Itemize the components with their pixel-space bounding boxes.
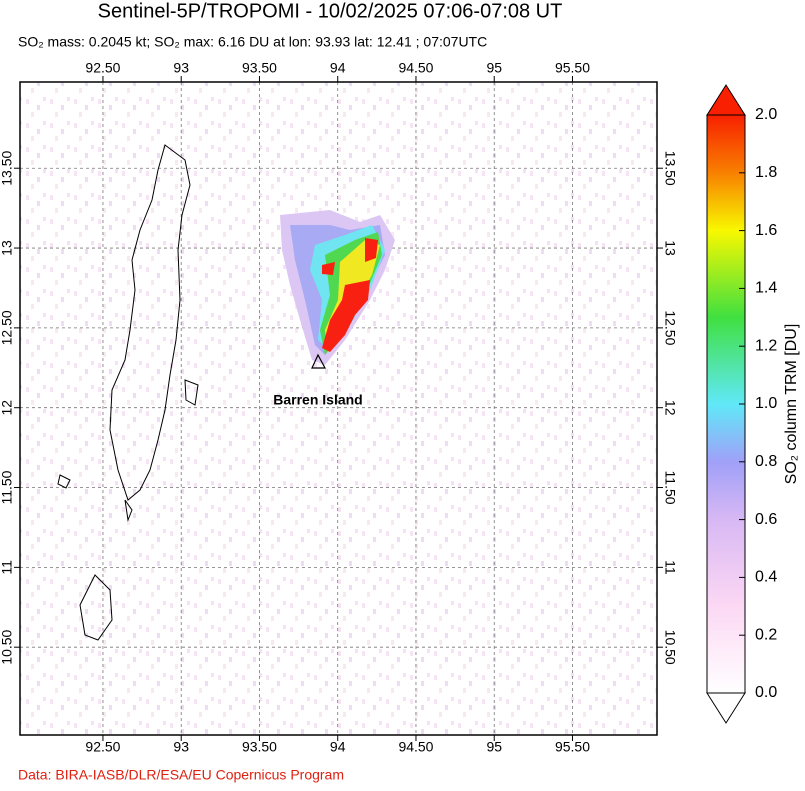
y-tick-label: 13 <box>662 240 678 256</box>
colorbar-tick-label: 0.8 <box>755 453 777 470</box>
y-tick-label: 11 <box>0 560 15 575</box>
subtitle: SO₂ mass: 0.2045 kt; SO₂ max: 6.16 DU at… <box>18 34 487 50</box>
colorbar-tick-label: 1.8 <box>755 164 777 181</box>
title: Sentinel-5P/TROPOMI - 10/02/2025 07:06-0… <box>98 0 563 22</box>
credit: Data: BIRA-IASB/DLR/ESA/EU Copernicus Pr… <box>18 767 344 783</box>
x-tick-label: 94 <box>330 739 346 755</box>
map-background <box>20 82 657 735</box>
colorbar-tick-label: 1.4 <box>755 280 777 297</box>
annotation: Barren Island <box>273 392 362 408</box>
map: Barren Island <box>19 81 658 736</box>
x-tick-label: 94.50 <box>398 60 433 76</box>
y-tick-label: 13.50 <box>0 150 15 185</box>
plume <box>322 238 378 352</box>
y-tick-label: 11.50 <box>662 471 678 505</box>
colorbar <box>706 114 746 694</box>
coastline <box>79 574 113 641</box>
colorbar-tick-label: 0.4 <box>755 569 777 586</box>
x-tick-label: 92.50 <box>85 739 120 755</box>
colorbar-tick-label: 1.6 <box>755 222 777 239</box>
colorbar-tick-label: 2.0 <box>755 106 777 123</box>
colorbar-label: SO₂ column TRM [DU] <box>783 324 800 485</box>
x-tick-label: 95.50 <box>555 739 590 755</box>
y-tick-label: 10.50 <box>662 630 678 665</box>
x-tick-label: 95 <box>486 739 502 755</box>
colorbar-tick-label: 0.0 <box>755 684 777 701</box>
x-tick-label: 93 <box>173 60 189 76</box>
x-tick-label: 95.50 <box>555 60 590 76</box>
x-tick-label: 93.50 <box>242 739 277 755</box>
y-tick-label: 13 <box>0 240 15 256</box>
colorbar-extend-top <box>706 84 746 116</box>
y-tick-label: 11 <box>662 560 678 575</box>
y-tick-label: 11.50 <box>0 470 15 504</box>
colorbar-tick-label: 1.2 <box>755 337 777 354</box>
x-tick-label: 93 <box>173 739 189 755</box>
y-tick-label: 12 <box>662 400 678 416</box>
colorbar-tick-label: 1.0 <box>755 395 777 412</box>
x-tick-label: 94.50 <box>398 739 433 755</box>
map-frame <box>19 81 658 736</box>
x-tick-label: 92.50 <box>85 60 120 76</box>
y-tick-label: 12 <box>0 400 15 416</box>
colorbar-tick-label: 0.2 <box>755 626 777 643</box>
volcano-marker <box>311 353 327 369</box>
coastline <box>57 379 199 522</box>
y-tick-label: 13.50 <box>662 151 678 186</box>
x-tick-label: 95 <box>486 60 502 76</box>
colorbar-extend-bottom <box>706 692 746 724</box>
x-tick-label: 93.50 <box>242 60 277 76</box>
coastline <box>109 144 191 501</box>
y-tick-label: 10.50 <box>0 629 15 664</box>
y-tick-label: 12.50 <box>662 310 678 345</box>
y-tick-label: 12.50 <box>0 310 15 345</box>
colorbar-tick-label: 0.6 <box>755 511 777 528</box>
x-tick-label: 94 <box>330 60 346 76</box>
